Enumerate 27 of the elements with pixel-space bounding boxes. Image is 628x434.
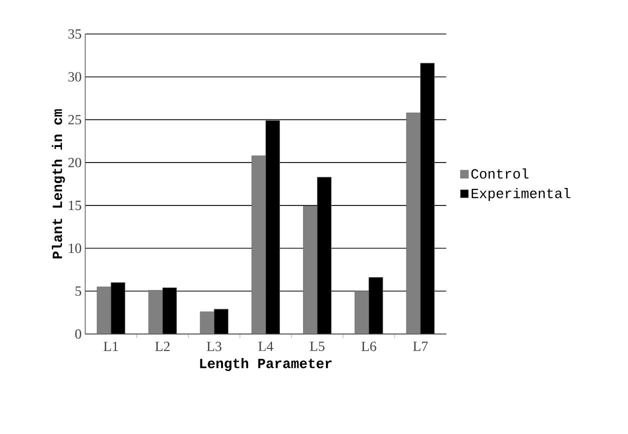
- y-tick-label: 30: [68, 72, 82, 82]
- x-tick-label: L3: [206, 342, 222, 352]
- y-tick-label: 10: [68, 244, 82, 253]
- y-tick-label: 35: [68, 29, 82, 39]
- x-tick-label: L5: [310, 342, 325, 352]
- bar: [354, 290, 370, 334]
- x-tick-label: L7: [413, 342, 428, 351]
- bar: [406, 112, 421, 334]
- legend-label: Experimental: [472, 188, 570, 201]
- x-axis-title: Length Parameter: [200, 358, 332, 372]
- y-tick-label: 0: [75, 329, 82, 339]
- bar: [303, 206, 318, 334]
- y-tick-label: 20: [68, 158, 82, 168]
- bar: [148, 290, 163, 334]
- bar: [96, 286, 112, 334]
- x-tick-label: L6: [362, 342, 376, 352]
- bar: [214, 308, 228, 334]
- y-axis-title: Plant Length in cm: [52, 109, 65, 258]
- bar: [200, 312, 214, 334]
- y-tick-label: 25: [68, 115, 82, 124]
- x-tick-label: L1: [104, 342, 118, 351]
- legend-label: Control: [471, 168, 528, 179]
- x-tick-label: L2: [155, 342, 170, 351]
- y-tick-label: 15: [68, 200, 82, 210]
- y-tick-label: 5: [76, 286, 82, 296]
- x-tick-label: L4: [258, 342, 274, 351]
- bar: [252, 156, 266, 334]
